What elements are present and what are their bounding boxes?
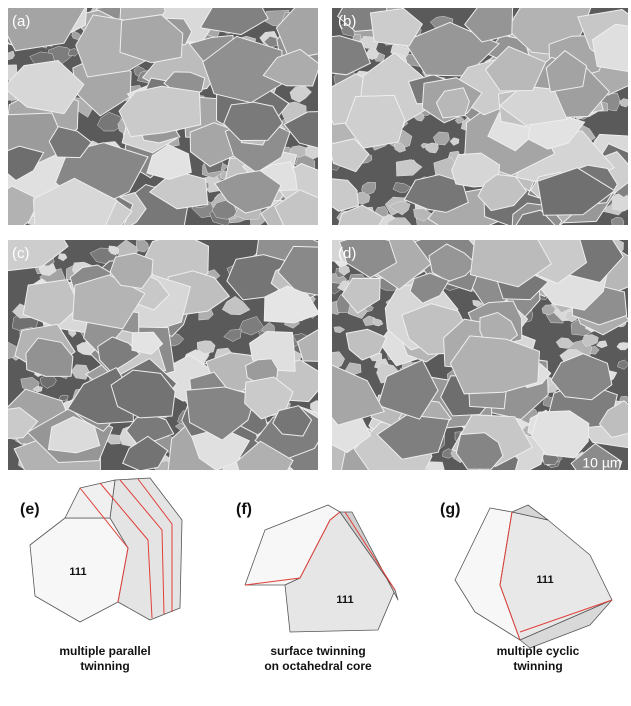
diagram-label: (g) <box>440 501 460 518</box>
face-index: 111 <box>336 594 353 606</box>
face-index: 111 <box>69 566 86 578</box>
panel-label: (c) <box>12 245 30 262</box>
caption: on octahedral core <box>264 659 372 673</box>
crystal-g <box>455 505 612 648</box>
caption: twinning <box>80 659 129 673</box>
sem-images <box>0 0 631 496</box>
crystal-f <box>245 505 398 632</box>
sem-panel <box>0 0 357 253</box>
caption: twinning <box>513 659 562 673</box>
panel-label: (d) <box>338 245 356 262</box>
caption: multiple parallel <box>59 644 150 658</box>
diagram-label: (f) <box>236 501 252 518</box>
sem-panel <box>311 216 631 494</box>
figure: (a) (b) (c) (d) 10 µm (e) (f) (g) 111 11… <box>0 0 631 701</box>
crystal-e <box>30 478 182 622</box>
sem-panel <box>0 213 364 496</box>
panel-label: (b) <box>338 13 356 30</box>
scale-label: 10 µm <box>582 455 621 471</box>
diagram-label: (e) <box>20 501 40 518</box>
caption: surface twinning <box>270 644 365 658</box>
sem-panel <box>300 0 631 242</box>
caption: multiple cyclic <box>497 644 580 658</box>
panel-label: (a) <box>12 13 30 30</box>
face-index: 111 <box>536 574 553 586</box>
